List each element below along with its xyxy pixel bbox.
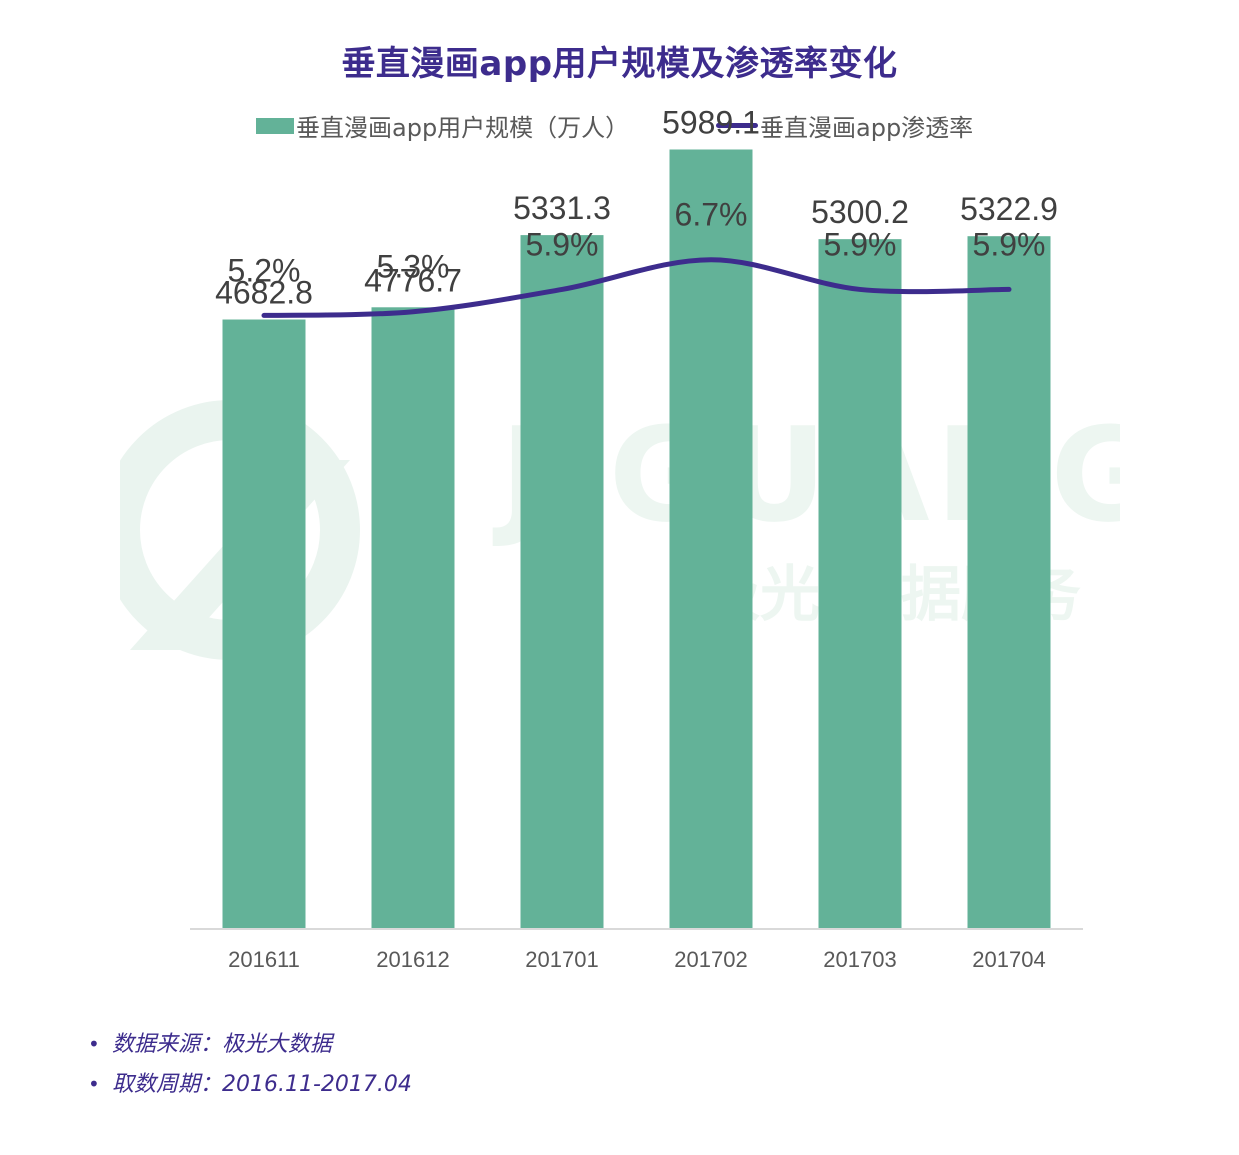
x-tick-label: 201611 [228,947,300,972]
footnotes: • 数据来源：极光大数据 • 取数周期：2016.11-2017.04 [88,1024,412,1104]
legend-swatch-line [716,123,758,128]
bar-value-label: 4682.8 [215,275,313,311]
footnote-period: • 取数周期：2016.11-2017.04 [88,1064,412,1104]
footnote-bullet: • [88,1032,100,1056]
bar-201704 [967,236,1051,929]
chart-plot: 4682.8 4776.7 5331.3 5989.1 5300.2 5322.9 5.2… [190,104,1083,972]
rate-value-label: 5.9% [973,226,1046,262]
x-tick-labels: 201611 201612 201701 201702 201703 201704 [228,947,1046,972]
bar-201612 [371,307,455,929]
bar-201702 [669,149,753,929]
x-tick-label: 201704 [972,947,1045,972]
bar-201611 [222,319,306,929]
penetration-rate-line [261,257,1012,318]
footnote-source-text: 数据来源：极光大数据 [112,1032,333,1057]
footnote-period-text: 取数周期：2016.11-2017.04 [112,1072,412,1097]
legend-item-line-series: 垂直漫画app渗透率 [716,108,973,143]
rate-value-label: 5.9% [824,226,897,262]
bar-labels-layer: 4682.8 4776.7 5331.3 5989.1 5300.2 5322.9 [215,104,1058,310]
legend-label-bar-series: 垂直漫画app用户规模（万人） [296,114,630,142]
rate-value-label: 6.7% [675,197,748,233]
x-tick-label: 201702 [674,947,747,972]
rate-labels-layer: 5.2% 5.3% 5.9% 6.7% 5.9% 5.9% [228,197,1046,289]
legend-swatch-bar [256,117,294,134]
chart-legend: 垂直漫画app用户规模（万人） 垂直漫画app渗透率 [0,108,1239,152]
x-tick-label: 201703 [823,947,896,972]
bar-value-label: 5989.1 [662,104,760,140]
footnote-source: • 数据来源：极光大数据 [88,1024,412,1064]
bars-layer [222,149,1051,930]
bar-value-label: 5300.2 [811,194,909,230]
bar-201703 [818,239,902,930]
x-tick-label: 201612 [376,947,449,972]
bar-value-label: 5322.9 [960,191,1058,227]
bar-value-label: 5331.3 [513,190,611,226]
bar-value-label: 4776.7 [364,262,462,298]
chart-title: 垂直漫画app用户规模及渗透率变化 [341,44,898,84]
footnote-bullet: • [88,1072,100,1096]
legend-label-line-series: 垂直漫画app渗透率 [760,114,974,142]
rate-value-label: 5.9% [526,226,599,262]
rate-value-label: 5.3% [377,249,450,285]
rate-value-label: 5.2% [228,252,301,288]
bar-201701 [520,235,604,930]
x-tick-label: 201701 [525,947,598,972]
legend-item-bar-series: 垂直漫画app用户规模（万人） [256,108,629,143]
